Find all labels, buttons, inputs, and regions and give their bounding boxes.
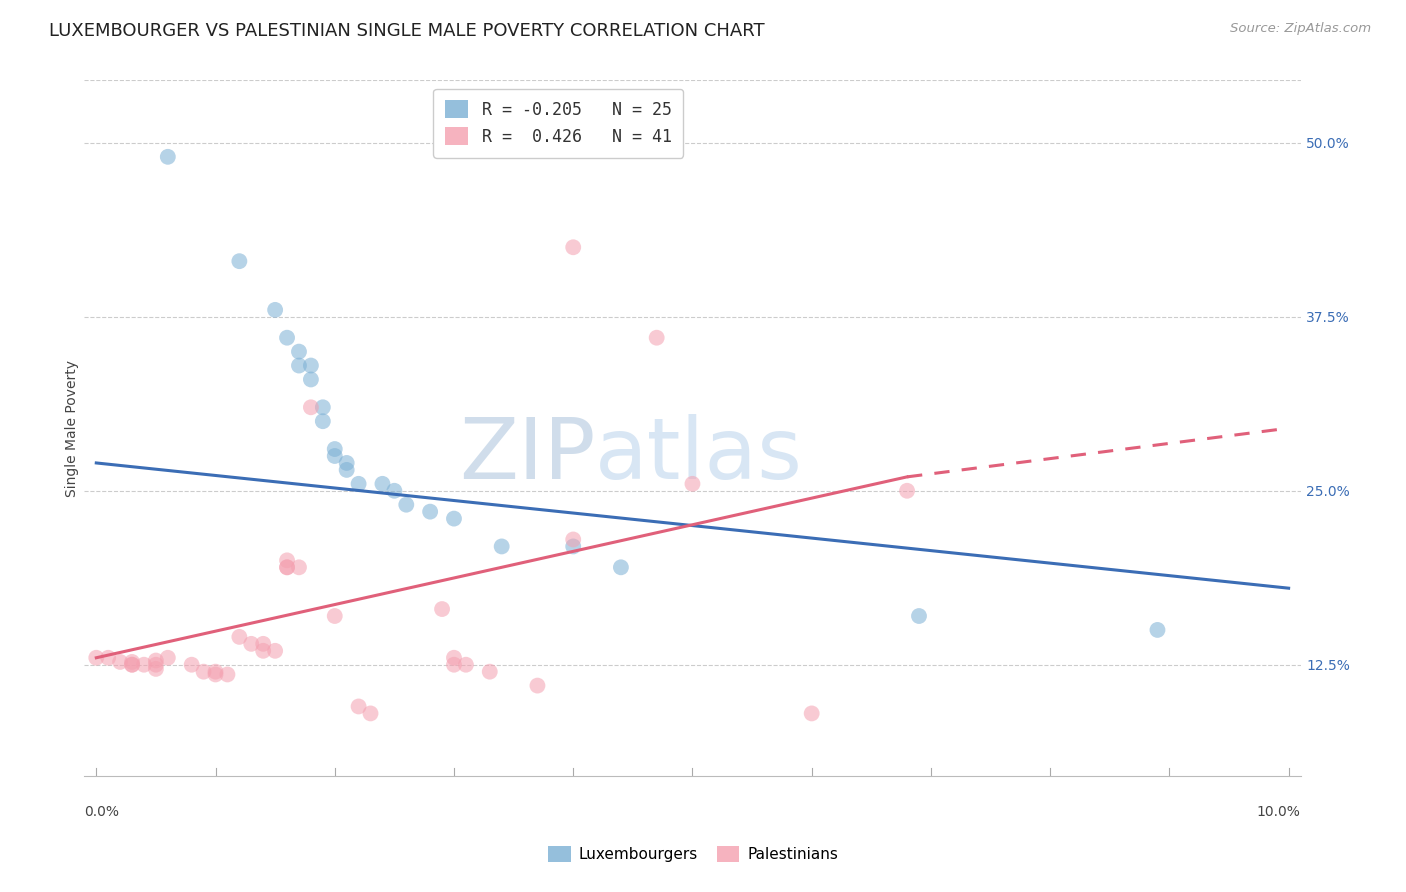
Point (299, 372, 322, 386)
Y-axis label: Single Male Poverty: Single Male Poverty (65, 359, 79, 497)
Point (121, 657, 143, 672)
Point (121, 657, 143, 672)
Point (312, 414, 335, 428)
Point (121, 655, 143, 669)
Text: LUXEMBOURGER VS PALESTINIAN SINGLE MALE POVERTY CORRELATION CHART: LUXEMBOURGER VS PALESTINIAN SINGLE MALE … (49, 22, 765, 40)
Point (419, 505, 441, 519)
Point (97, 650, 120, 665)
Point (478, 665, 501, 679)
Point (323, 442, 346, 456)
Point (800, 706, 823, 721)
Point (562, 240, 585, 254)
Point (347, 476, 370, 491)
Point (562, 533, 585, 547)
Point (217, 667, 239, 681)
Point (276, 560, 298, 574)
Point (382, 483, 405, 498)
Point (443, 650, 465, 665)
Point (323, 609, 346, 624)
Point (145, 657, 167, 672)
Point (132, 657, 155, 672)
Point (336, 463, 359, 477)
Point (299, 359, 322, 373)
Text: Source: ZipAtlas.com: Source: ZipAtlas.com (1230, 22, 1371, 36)
Point (276, 560, 298, 574)
Point (443, 511, 465, 525)
Point (288, 560, 311, 574)
Point (156, 650, 179, 665)
Point (108, 655, 131, 669)
Point (1146, 623, 1168, 637)
Point (193, 665, 215, 679)
Point (204, 665, 226, 679)
Point (610, 560, 633, 574)
Point (252, 637, 274, 651)
Point (491, 540, 513, 554)
Text: 10.0%: 10.0% (1257, 805, 1301, 819)
Text: 0.0%: 0.0% (84, 805, 120, 819)
Point (336, 456, 359, 470)
Text: ZIP: ZIP (458, 414, 595, 497)
Point (264, 644, 287, 658)
Point (526, 679, 548, 693)
Point (430, 602, 453, 616)
Point (228, 254, 250, 268)
Text: atlas: atlas (595, 414, 803, 497)
Point (360, 706, 382, 721)
Point (299, 401, 322, 415)
Point (228, 630, 250, 644)
Point (896, 483, 918, 498)
Point (204, 667, 226, 681)
Point (312, 401, 335, 415)
Point (908, 609, 931, 624)
Point (645, 331, 668, 345)
Point (681, 476, 703, 491)
Point (562, 540, 585, 554)
Point (264, 302, 287, 317)
Point (276, 331, 298, 345)
Legend: R = -0.205   N = 25, R =  0.426   N = 41: R = -0.205 N = 25, R = 0.426 N = 41 (433, 88, 683, 158)
Point (145, 654, 167, 668)
Point (288, 344, 311, 359)
Point (347, 699, 370, 714)
Point (240, 637, 263, 651)
Point (180, 657, 202, 672)
Point (252, 644, 274, 658)
Point (454, 657, 477, 672)
Point (288, 359, 311, 373)
Point (276, 553, 298, 567)
Point (443, 657, 465, 672)
Legend: Luxembourgers, Palestinians: Luxembourgers, Palestinians (543, 840, 844, 868)
Point (371, 476, 394, 491)
Point (323, 449, 346, 463)
Point (84, 650, 107, 665)
Point (145, 662, 167, 676)
Point (156, 150, 179, 164)
Point (395, 498, 418, 512)
